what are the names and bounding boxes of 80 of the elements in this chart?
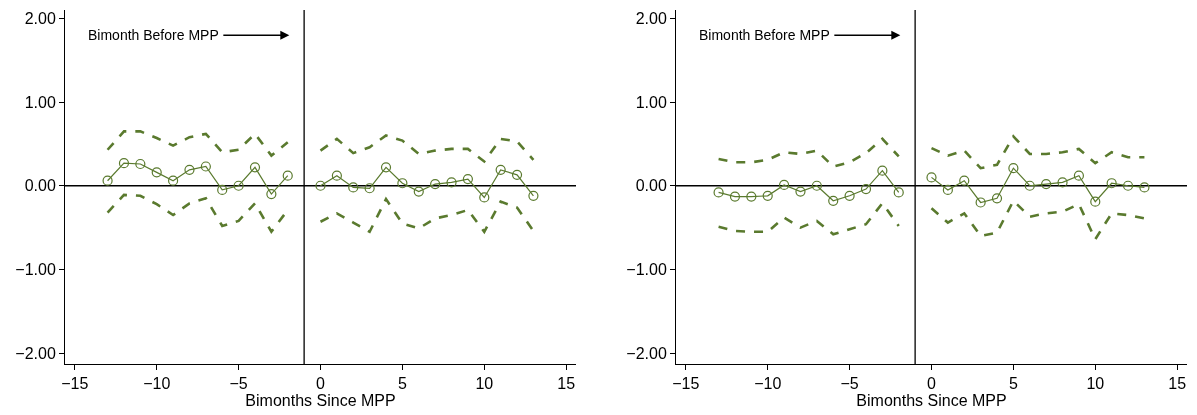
point [877, 165, 888, 176]
point [1139, 182, 1150, 193]
x-tick-label: 15 [1168, 375, 1187, 393]
point [479, 192, 490, 203]
point [217, 184, 228, 196]
point [200, 161, 211, 172]
point [462, 173, 473, 185]
x-tick-label: −10 [143, 375, 171, 393]
point [729, 191, 741, 202]
y-tick-label: 0.00 [635, 177, 667, 195]
x-tick-label: −5 [229, 375, 248, 393]
point [397, 178, 408, 189]
point [282, 170, 293, 181]
point [1024, 180, 1035, 191]
point [364, 183, 375, 194]
x-tick-label: −15 [61, 375, 89, 393]
point [184, 164, 195, 175]
point [860, 183, 872, 195]
point [511, 169, 523, 180]
point [795, 186, 806, 197]
x-tick-label: 0 [316, 375, 326, 393]
y-tick-label: −2.00 [15, 344, 56, 362]
point [926, 172, 937, 183]
annotation: Bimonth Before MPP [88, 27, 219, 43]
point [413, 186, 424, 197]
x-tick-label: −15 [672, 375, 700, 393]
x-tick-label: −5 [840, 375, 859, 393]
x-tick-label: 10 [475, 375, 494, 393]
x-tick-label: 5 [1008, 375, 1018, 393]
point [430, 178, 441, 190]
x-tick-label: −10 [754, 375, 782, 393]
point [135, 158, 146, 170]
point [528, 190, 539, 201]
point [1090, 196, 1101, 207]
point [893, 187, 904, 198]
point [266, 189, 277, 200]
y-tick-label: 2.00 [635, 9, 667, 27]
point [495, 164, 506, 175]
x-axis-title: Bimonths Since MPP [245, 392, 396, 410]
point [746, 191, 757, 202]
y-tick-label: 0.00 [24, 177, 56, 195]
point [828, 195, 839, 206]
point [233, 180, 244, 191]
point [118, 158, 130, 169]
point [1057, 177, 1068, 188]
y-tick-label: 1.00 [24, 93, 56, 111]
point [249, 162, 261, 173]
x-tick-label: 0 [927, 375, 937, 393]
annotation: Bimonth Before MPP [699, 27, 830, 43]
point [1122, 180, 1134, 191]
x-tick-label: 15 [557, 375, 576, 393]
point [331, 170, 342, 181]
point [1041, 178, 1052, 190]
point [991, 193, 1003, 204]
y-tick-label: −2.00 [626, 344, 667, 362]
x-tick-label: 5 [397, 375, 407, 393]
point [168, 175, 179, 186]
point [1106, 178, 1117, 189]
point [1008, 163, 1019, 174]
point [975, 197, 986, 208]
point [1073, 170, 1084, 181]
y-tick-label: −1.00 [15, 261, 56, 279]
point [446, 177, 457, 188]
y-tick-label: −1.00 [626, 261, 667, 279]
y-tick-label: 2.00 [24, 9, 56, 27]
x-axis-title: Bimonths Since MPP [856, 392, 1007, 410]
y-tick-label: 1.00 [635, 93, 667, 111]
point [959, 175, 970, 186]
point [779, 179, 790, 191]
point [348, 182, 359, 193]
point [844, 190, 855, 201]
point [762, 190, 773, 201]
point [380, 162, 392, 173]
point [942, 184, 953, 196]
point [151, 167, 162, 178]
x-tick-label: 10 [1086, 375, 1105, 393]
point [102, 175, 113, 186]
point [315, 180, 326, 191]
point [713, 187, 724, 198]
point [811, 180, 822, 191]
